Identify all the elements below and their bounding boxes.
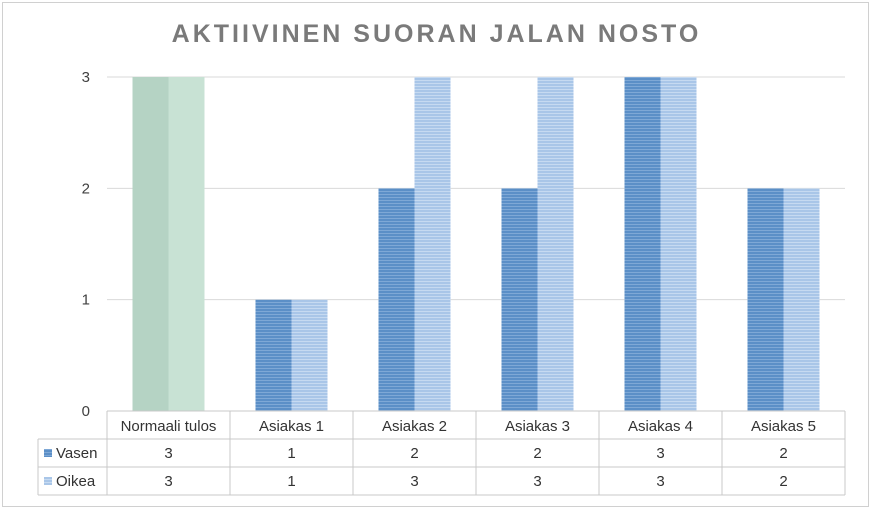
data-label: 3 <box>533 473 541 490</box>
bar-vasen-5 <box>747 188 784 411</box>
y-tick-label: 0 <box>82 403 90 420</box>
bar-vasen-3 <box>501 188 538 411</box>
chart-title: AKTIIVINEN SUORAN JALAN NOSTO <box>171 20 702 48</box>
gridlines <box>107 76 845 412</box>
bar-vasen-1 <box>255 299 292 411</box>
data-label: 2 <box>779 445 787 462</box>
legend-swatch-vasen <box>44 449 52 457</box>
data-label: 2 <box>779 473 787 490</box>
bar-oikea-1 <box>291 299 328 411</box>
bar-oikea-3 <box>537 77 574 411</box>
bar-oikea-4 <box>660 77 697 411</box>
data-table: Normaali tulos Asiakas 1 Asiakas 2 Asiakas … <box>37 410 846 496</box>
legend-label-vasen: Vasen <box>56 445 97 462</box>
data-label: 3 <box>656 445 664 462</box>
y-tick-label: 3 <box>82 69 90 86</box>
data-label: 1 <box>287 445 295 462</box>
bar-vasen-0 <box>132 77 169 411</box>
y-tick-label: 2 <box>82 180 90 197</box>
bar-vasen-2 <box>378 188 415 411</box>
y-axis-ticks: 0 1 2 3 <box>82 69 90 420</box>
data-label: 3 <box>410 473 418 490</box>
data-label: 3 <box>656 473 664 490</box>
bar-oikea-5 <box>783 188 820 411</box>
category-label: Normaali tulos <box>121 418 217 435</box>
legend-label-oikea: Oikea <box>56 473 96 490</box>
data-label: 2 <box>533 445 541 462</box>
data-label: 3 <box>164 445 172 462</box>
category-label: Asiakas 1 <box>259 418 324 435</box>
category-label: Asiakas 4 <box>628 418 693 435</box>
data-label: 3 <box>164 473 172 490</box>
data-label: 2 <box>410 445 418 462</box>
bars <box>132 77 820 411</box>
bar-oikea-0 <box>168 77 205 411</box>
category-label: Asiakas 5 <box>751 418 816 435</box>
bar-vasen-4 <box>624 77 661 411</box>
data-label: 1 <box>287 473 295 490</box>
bar-oikea-2 <box>414 77 451 411</box>
category-label: Asiakas 2 <box>382 418 447 435</box>
category-label: Asiakas 3 <box>505 418 570 435</box>
y-tick-label: 1 <box>82 292 90 309</box>
legend-swatch-oikea <box>44 477 52 485</box>
